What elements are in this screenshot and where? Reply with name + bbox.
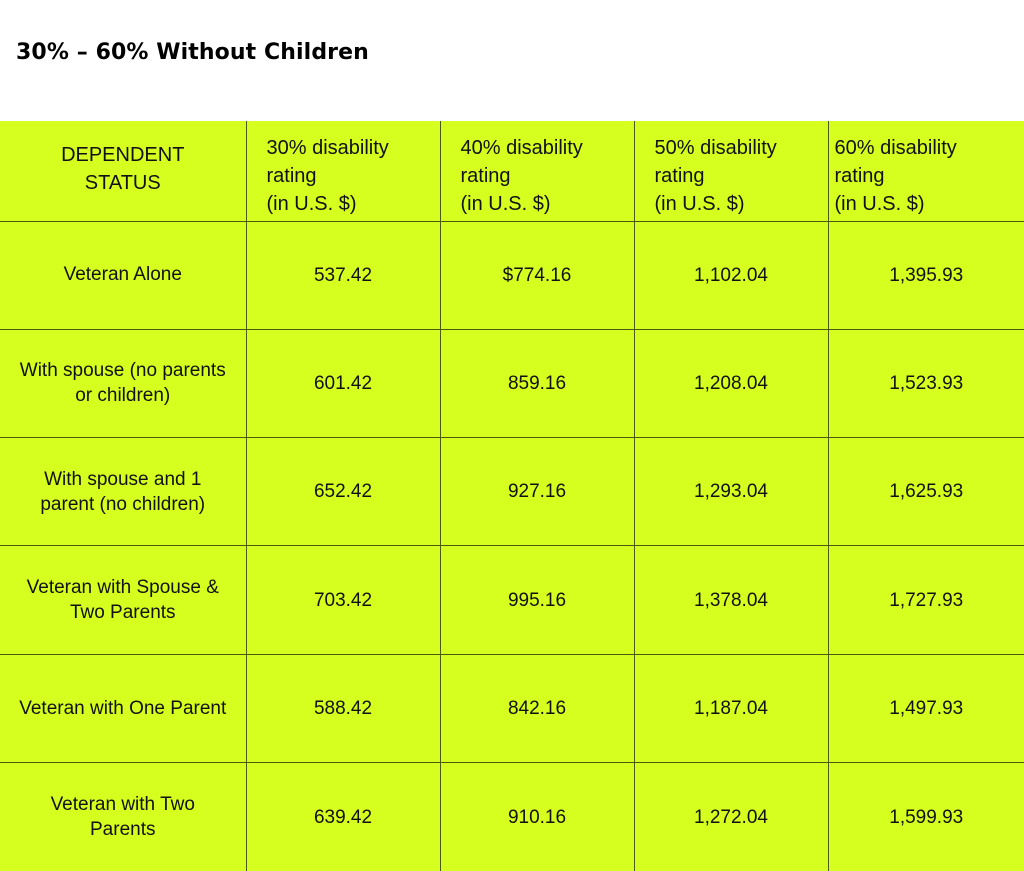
rate-50-cell: 1,208.04	[633, 328, 829, 439]
header-line: rating	[460, 165, 511, 187]
header-line: (in U.S. $)	[654, 193, 745, 215]
dependent-status-cell: Veteran Alone	[0, 220, 247, 330]
rate-50-cell: 1,378.04	[633, 545, 829, 655]
header-line: rating	[654, 165, 705, 187]
header-line: (in U.S. $)	[460, 193, 551, 215]
header-line: 60% disability	[834, 137, 957, 159]
rate-50-cell: 1,187.04	[633, 653, 829, 764]
header-line: 50% disability	[654, 137, 777, 159]
rate-60-cell: 1,599.93	[827, 762, 1024, 871]
header-line: (in U.S. $)	[266, 193, 357, 215]
column-header-40-percent: 40% disability rating (in U.S. $)	[439, 121, 635, 222]
column-header-50-percent: 50% disability rating (in U.S. $)	[633, 121, 829, 222]
rate-50-cell: 1,102.04	[633, 220, 829, 330]
column-header-30-percent: 30% disability rating (in U.S. $)	[245, 121, 441, 222]
column-header-60-percent: 60% disability rating (in U.S. $)	[827, 121, 1024, 222]
header-line: 30% disability	[266, 137, 389, 159]
header-line: (in U.S. $)	[834, 193, 925, 215]
rate-30-cell: 652.42	[245, 437, 441, 547]
rate-60-cell: 1,497.93	[827, 653, 1024, 764]
table-header-row: DEPENDENT STATUS 30% disability rating (…	[0, 121, 1024, 222]
header-line: DEPENDENT	[61, 143, 185, 166]
rate-50-cell: 1,293.04	[633, 437, 829, 547]
column-header-dependent-status: DEPENDENT STATUS	[0, 121, 247, 222]
table-row: Veteran with Spouse & Two Parents 703.42…	[0, 545, 1024, 655]
rate-30-cell: 601.42	[245, 328, 441, 439]
rate-40-cell: 927.16	[439, 437, 635, 547]
dependent-status-cell: Veteran with One Parent	[0, 653, 247, 764]
table-row: With spouse (no parents or children) 601…	[0, 328, 1024, 439]
header-line: rating	[266, 165, 317, 187]
header-line: 40% disability	[460, 137, 583, 159]
dependent-status-cell: With spouse (no parents or children)	[0, 328, 247, 439]
rate-30-cell: 537.42	[245, 220, 441, 330]
table-row: Veteran Alone 537.42 $774.16 1,102.04 1,…	[0, 220, 1024, 330]
dependent-status-cell: With spouse and 1 parent (no children)	[0, 437, 247, 547]
header-line: STATUS	[84, 171, 161, 194]
rate-60-cell: 1,727.93	[827, 545, 1024, 655]
rate-40-cell: $774.16	[439, 220, 635, 330]
rate-30-cell: 639.42	[245, 762, 441, 871]
rate-60-cell: 1,523.93	[827, 328, 1024, 439]
rate-40-cell: 842.16	[439, 653, 635, 764]
rate-40-cell: 910.16	[439, 762, 635, 871]
compensation-rates-table: DEPENDENT STATUS 30% disability rating (…	[0, 121, 1024, 871]
rate-30-cell: 588.42	[245, 653, 441, 764]
rate-40-cell: 859.16	[439, 328, 635, 439]
table-row: Veteran with One Parent 588.42 842.16 1,…	[0, 653, 1024, 764]
dependent-status-cell: Veteran with Two Parents	[0, 762, 247, 871]
rate-60-cell: 1,395.93	[827, 220, 1024, 330]
rate-60-cell: 1,625.93	[827, 437, 1024, 547]
dependent-status-cell: Veteran with Spouse & Two Parents	[0, 545, 247, 655]
table-row: With spouse and 1 parent (no children) 6…	[0, 437, 1024, 547]
header-line: rating	[834, 165, 885, 187]
rate-50-cell: 1,272.04	[633, 762, 829, 871]
page-title: 30% – 60% Without Children	[16, 40, 369, 65]
rate-30-cell: 703.42	[245, 545, 441, 655]
table-row: Veteran with Two Parents 639.42 910.16 1…	[0, 762, 1024, 871]
rate-40-cell: 995.16	[439, 545, 635, 655]
